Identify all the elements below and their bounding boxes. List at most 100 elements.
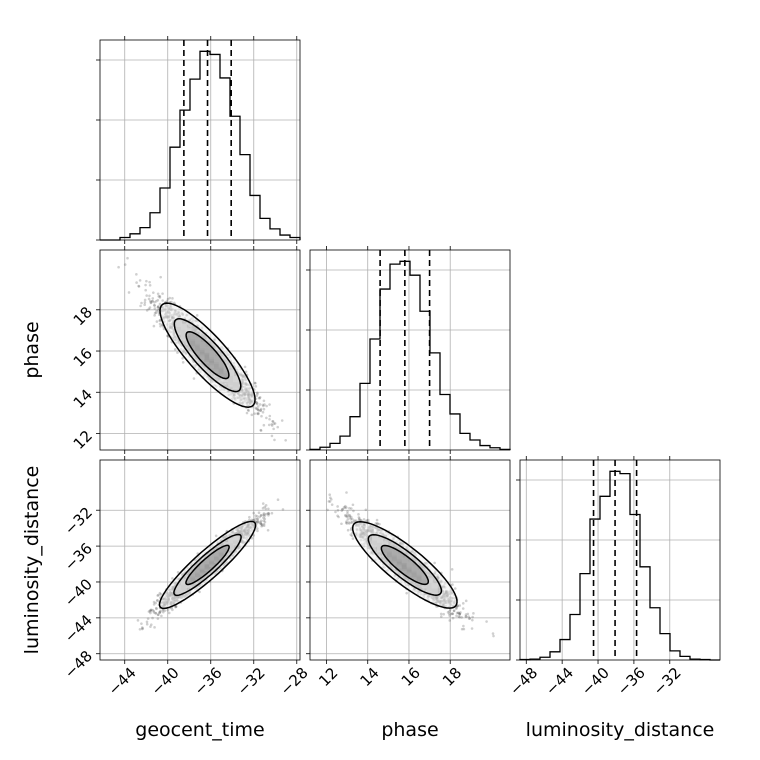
sample-point bbox=[152, 611, 156, 614]
sample-point bbox=[254, 401, 258, 404]
sample-point bbox=[256, 412, 260, 416]
sample-point bbox=[149, 625, 152, 628]
sample-point bbox=[146, 617, 150, 620]
sample-point bbox=[261, 410, 265, 414]
sample-point bbox=[254, 517, 257, 520]
sample-point bbox=[262, 524, 266, 527]
sample-point bbox=[263, 517, 267, 521]
sample-point bbox=[262, 519, 266, 523]
sample-point bbox=[158, 318, 162, 322]
sample-point bbox=[148, 609, 152, 613]
sample-point bbox=[137, 285, 141, 288]
sample-point bbox=[135, 273, 138, 276]
sample-point bbox=[270, 511, 274, 515]
sample-point bbox=[257, 409, 261, 412]
sample-point bbox=[150, 300, 154, 303]
sample-point bbox=[165, 300, 169, 303]
sample-point bbox=[148, 280, 151, 284]
sample-point bbox=[152, 324, 156, 328]
sample-point bbox=[163, 609, 167, 612]
sample-point bbox=[171, 297, 174, 300]
sample-point bbox=[144, 288, 147, 292]
sample-point bbox=[149, 301, 153, 305]
histogram-geocent_time bbox=[100, 50, 301, 241]
sample-point bbox=[181, 361, 185, 364]
sample-point bbox=[258, 396, 262, 400]
sample-point bbox=[155, 606, 158, 610]
sample-point bbox=[139, 304, 142, 308]
sample-point bbox=[268, 403, 271, 406]
sample-point bbox=[156, 599, 159, 602]
sample-point bbox=[140, 627, 144, 631]
sample-point bbox=[147, 610, 151, 613]
sample-point bbox=[192, 377, 196, 380]
sample-point bbox=[271, 420, 275, 423]
panels-layer bbox=[96, 36, 721, 664]
sample-point bbox=[264, 512, 268, 516]
sample-point bbox=[261, 403, 265, 407]
sample-point bbox=[145, 309, 149, 312]
sample-point bbox=[262, 407, 266, 411]
sample-point bbox=[255, 520, 258, 524]
panel-frame bbox=[99, 249, 301, 451]
sample-point bbox=[405, 591, 408, 595]
sample-point bbox=[140, 622, 143, 625]
sample-point bbox=[266, 512, 270, 515]
sample-point bbox=[262, 404, 265, 408]
panel-frame bbox=[99, 39, 301, 241]
sample-point bbox=[143, 301, 147, 304]
histogram-phase bbox=[309, 260, 511, 451]
sample-point bbox=[262, 513, 265, 517]
sample-point bbox=[154, 311, 158, 315]
sample-point bbox=[270, 424, 274, 427]
sample-point bbox=[256, 405, 260, 408]
sample-point bbox=[464, 599, 468, 603]
sample-point bbox=[157, 593, 160, 597]
sample-point bbox=[259, 409, 262, 412]
panel-content bbox=[326, 491, 495, 638]
sample-point bbox=[245, 411, 249, 415]
sample-point bbox=[152, 609, 156, 613]
sample-point bbox=[255, 401, 258, 404]
sample-point bbox=[155, 599, 159, 602]
sample-point bbox=[248, 515, 251, 519]
sample-point bbox=[447, 612, 451, 615]
sample-point bbox=[471, 618, 474, 622]
sample-point bbox=[152, 291, 155, 294]
sample-point bbox=[157, 613, 160, 616]
sample-point bbox=[259, 521, 262, 524]
sample-point bbox=[273, 422, 277, 425]
sample-point bbox=[352, 509, 355, 513]
sample-point bbox=[267, 507, 270, 511]
sample-point bbox=[257, 511, 261, 515]
sample-point bbox=[141, 627, 145, 630]
sample-point bbox=[270, 434, 274, 438]
sample-point bbox=[256, 518, 259, 521]
sample-point bbox=[267, 512, 271, 516]
sample-point bbox=[448, 619, 452, 622]
sample-point bbox=[173, 348, 177, 351]
sample-point bbox=[148, 284, 152, 287]
sample-point bbox=[256, 412, 259, 415]
sample-point bbox=[260, 524, 264, 527]
sample-point bbox=[350, 521, 353, 524]
sample-point bbox=[263, 514, 266, 518]
sample-point bbox=[152, 600, 156, 604]
panel-frame bbox=[99, 459, 301, 661]
sample-point bbox=[144, 283, 147, 287]
sample-point bbox=[117, 265, 120, 269]
sample-point bbox=[171, 608, 174, 612]
sample-point bbox=[156, 292, 160, 296]
sample-point bbox=[143, 298, 147, 302]
sample-point bbox=[161, 608, 165, 612]
sample-point bbox=[256, 529, 259, 533]
sample-point bbox=[273, 438, 276, 442]
sample-point bbox=[159, 324, 162, 328]
sample-point bbox=[166, 297, 170, 301]
sample-point bbox=[166, 608, 170, 612]
sample-point bbox=[155, 607, 158, 611]
sample-point bbox=[168, 296, 172, 300]
sample-point bbox=[160, 614, 163, 618]
sample-point bbox=[265, 404, 268, 408]
